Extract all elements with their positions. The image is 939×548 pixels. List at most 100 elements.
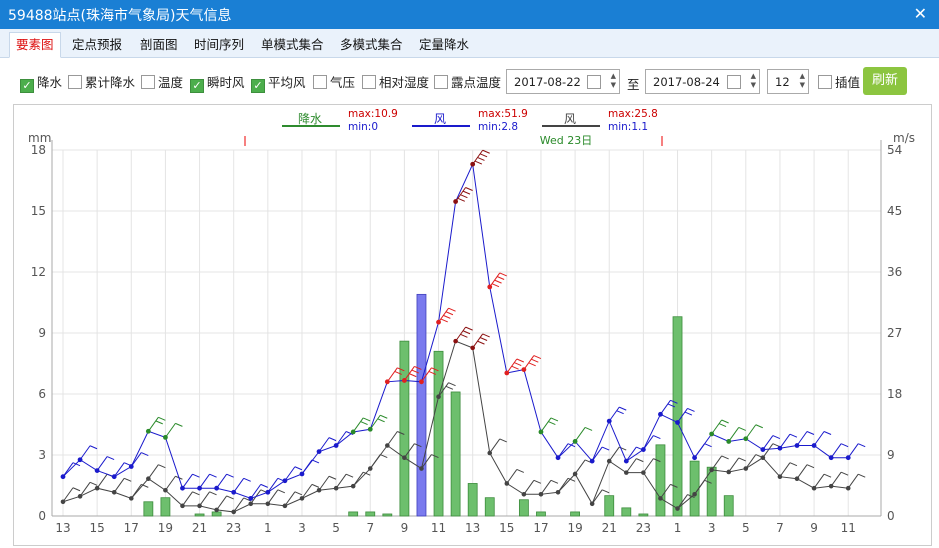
wind-barb-staff bbox=[642, 435, 654, 450]
precip-bar bbox=[655, 444, 666, 517]
checkbox-dewpoint[interactable]: 露点温度 bbox=[434, 75, 501, 91]
wind-barb-feather bbox=[428, 370, 437, 375]
refresh-button[interactable]: 刷新 bbox=[863, 67, 907, 95]
wind-barb-feather bbox=[840, 471, 849, 476]
tab-profile[interactable]: 剖面图 bbox=[140, 37, 178, 52]
wind-barb-feather bbox=[477, 156, 485, 161]
close-icon[interactable]: ✕ bbox=[913, 4, 927, 23]
wind-barb-feather bbox=[738, 426, 746, 431]
wind-barb-feather bbox=[294, 466, 303, 471]
mean-wind-barb bbox=[96, 473, 115, 489]
wind-barb-feather bbox=[311, 483, 320, 488]
x-tick-label: 17 bbox=[533, 521, 548, 535]
wind-barb-staff bbox=[369, 454, 381, 469]
checkbox-accum-precip[interactable]: 累计降水 bbox=[68, 75, 135, 91]
wind-barb-feather bbox=[457, 197, 466, 202]
precip-bar bbox=[638, 513, 649, 517]
wind-barb-staff bbox=[335, 431, 347, 446]
mean-wind-barb bbox=[625, 458, 644, 473]
checkbox-pressure[interactable]: 气压 bbox=[313, 75, 355, 91]
wind-barb-feather bbox=[499, 438, 507, 443]
date-spinner[interactable]: ▲ ▼ bbox=[610, 72, 616, 89]
tab-elements[interactable]: 要素图 bbox=[9, 32, 61, 58]
wind-barb-feather bbox=[721, 455, 729, 460]
date-spinner[interactable]: ▲ ▼ bbox=[750, 72, 756, 89]
x-tick-label: 19 bbox=[567, 521, 582, 535]
wind-barb-feather bbox=[531, 358, 539, 363]
wind-barb-staff bbox=[165, 423, 176, 438]
tab-time-series[interactable]: 时间序列 bbox=[194, 37, 245, 52]
mean-wind-barb bbox=[147, 464, 166, 480]
wind-barb-staff bbox=[677, 408, 688, 423]
wind-barb-feather bbox=[89, 445, 98, 450]
wind-barb-feather bbox=[448, 382, 456, 387]
tab-multi-model-ensemble[interactable]: 多模式集合 bbox=[340, 37, 403, 52]
calendar-icon[interactable] bbox=[727, 75, 741, 89]
wind-barb-feather bbox=[653, 458, 661, 463]
checkbox-mean-wind[interactable]: ✓ 平均风 bbox=[251, 75, 306, 93]
checkbox-icon bbox=[818, 75, 832, 89]
wind-barb-feather bbox=[533, 355, 542, 360]
legend-label: 风 bbox=[434, 112, 446, 126]
wind-barb-feather bbox=[840, 443, 849, 448]
precip-bar bbox=[484, 497, 495, 517]
wind-barb-staff bbox=[796, 464, 808, 480]
wind-barb-staff bbox=[830, 443, 842, 459]
wind-barb-staff bbox=[147, 464, 159, 480]
wind-barb-staff bbox=[642, 458, 654, 473]
wind-barb-feather bbox=[345, 473, 354, 478]
gust-wind-barb bbox=[728, 426, 746, 442]
y-left-tick-label: 6 bbox=[38, 387, 46, 401]
wind-barb-staff bbox=[318, 475, 330, 491]
wind-barb-staff bbox=[847, 473, 859, 489]
wind-barb-staff bbox=[182, 491, 193, 507]
wind-barb-feather bbox=[684, 411, 693, 416]
wind-barb-feather bbox=[806, 431, 815, 435]
gust-wind-barb bbox=[421, 367, 439, 383]
mean-wind-barb bbox=[540, 479, 559, 495]
wind-barb-feather bbox=[380, 454, 388, 459]
gust-wind-barb bbox=[165, 422, 183, 438]
y-left-tick-label: 18 bbox=[31, 143, 46, 157]
wind-barb-staff bbox=[216, 495, 228, 511]
gust-wind-barb bbox=[711, 419, 729, 435]
wind-barb-staff bbox=[506, 469, 518, 484]
wind-barb-feather bbox=[440, 318, 448, 323]
precip-bar bbox=[160, 497, 171, 517]
wind-barb-feather bbox=[155, 420, 163, 425]
wind-barb-staff bbox=[574, 459, 586, 475]
wind-barb-feather bbox=[704, 443, 712, 448]
wind-barb-feather bbox=[465, 326, 473, 331]
wind-barb-feather bbox=[243, 477, 251, 482]
wind-barb-feather bbox=[89, 481, 98, 486]
interval-input[interactable]: 12 ▲ ▼ bbox=[767, 69, 809, 94]
checkbox-humidity[interactable]: 相对湿度 bbox=[362, 75, 429, 91]
x-tick-label: 17 bbox=[124, 521, 139, 535]
tab-quantitative-precip[interactable]: 定量降水 bbox=[419, 37, 470, 52]
tab-point-forecast[interactable]: 定点预报 bbox=[72, 37, 123, 52]
wind-barb-staff bbox=[608, 406, 620, 422]
tab-bar: 要素图 定点预报 剖面图 时间序列 单模式集合 多模式集合 定量降水 bbox=[0, 29, 939, 58]
mean-wind-barb bbox=[386, 431, 405, 446]
gust-wind-barb bbox=[438, 307, 456, 323]
gust-wind-barb bbox=[557, 443, 576, 459]
wind-barb-staff bbox=[540, 480, 552, 495]
checkbox-gust-wind[interactable]: ✓ 瞬时风 bbox=[190, 75, 245, 93]
wind-barb-feather bbox=[294, 491, 303, 496]
wind-barb-staff bbox=[489, 438, 501, 454]
wind-barb-staff bbox=[318, 437, 330, 452]
gust-wind-barb bbox=[455, 187, 473, 202]
interval-spinner[interactable]: ▲ ▼ bbox=[799, 72, 805, 89]
mean-wind-barb bbox=[267, 489, 286, 505]
start-date-input[interactable]: 2017-08-22 ▲ ▼ bbox=[506, 69, 620, 94]
checkbox-precip[interactable]: ✓ 降水 bbox=[20, 75, 62, 93]
check-icon: ✓ bbox=[190, 79, 204, 93]
wind-barb-staff bbox=[199, 491, 210, 507]
calendar-icon[interactable] bbox=[587, 75, 601, 89]
wind-barb-feather bbox=[755, 424, 763, 429]
end-date-input[interactable]: 2017-08-24 ▲ ▼ bbox=[645, 69, 760, 94]
checkbox-temperature[interactable]: 温度 bbox=[141, 75, 183, 91]
mean-wind-barb bbox=[284, 491, 303, 507]
checkbox-interpolate[interactable]: 插值 bbox=[818, 75, 860, 91]
tab-single-model-ensemble[interactable]: 单模式集合 bbox=[261, 37, 324, 52]
